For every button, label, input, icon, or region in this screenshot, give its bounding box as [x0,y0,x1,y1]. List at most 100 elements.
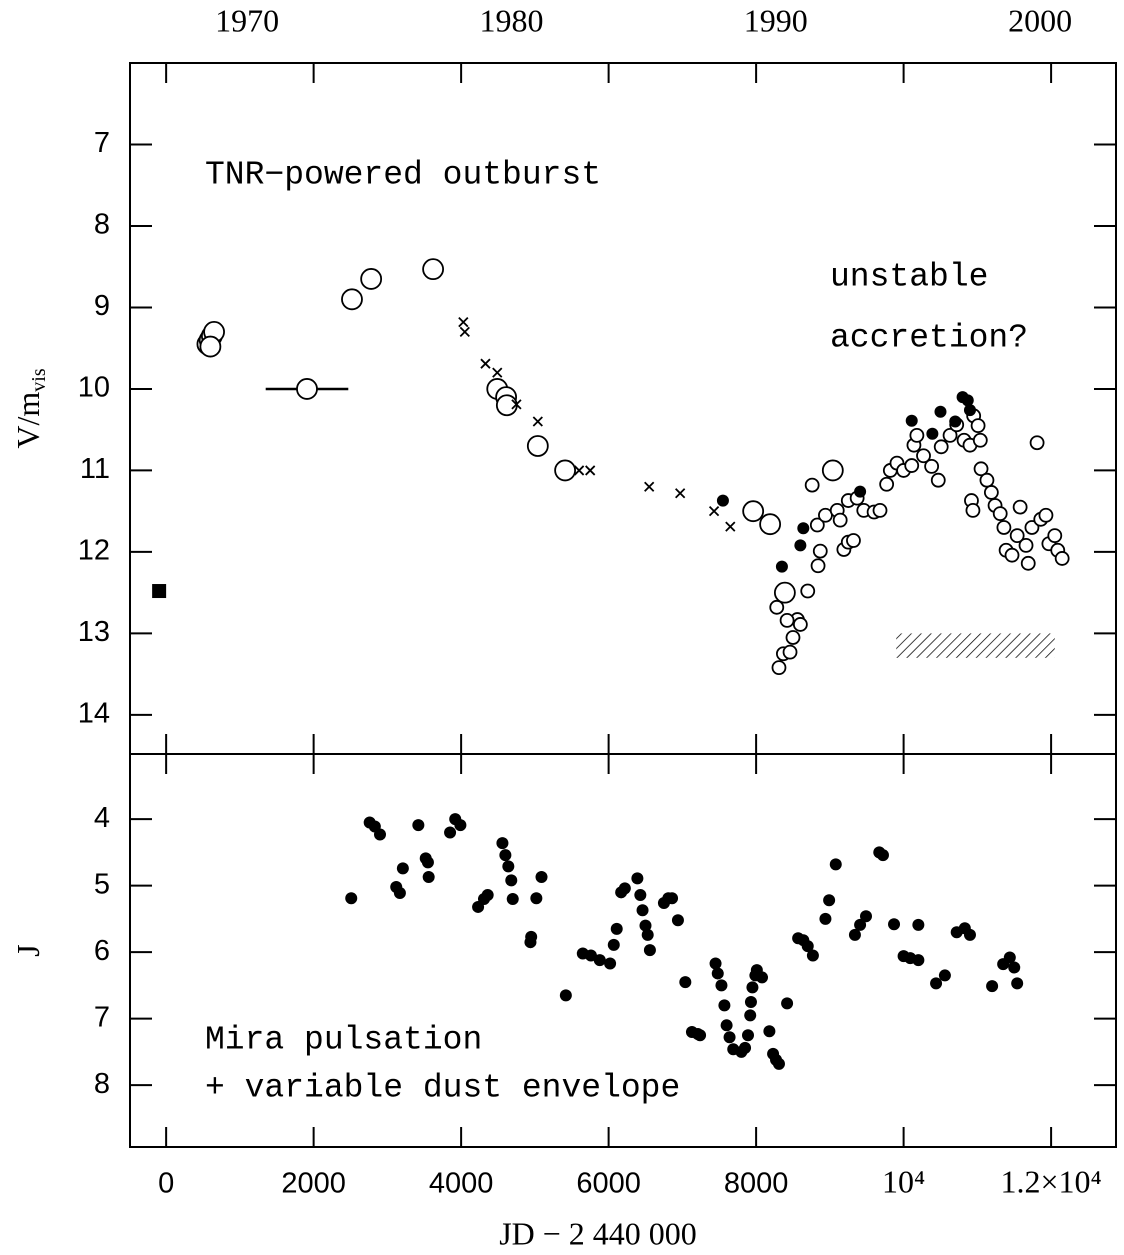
open-point [1038,507,1054,523]
x-tick-label: 1.2×10⁴ [1001,1163,1102,1199]
y-tick-label: 8 [94,1068,110,1100]
filled-point [694,1029,707,1042]
filled-point [746,981,759,994]
open-point [904,458,920,473]
filled-point [718,999,731,1012]
x-axis-label: JD − 2 440 000 [499,1215,697,1251]
filled-point [502,860,515,873]
open-point [992,506,1008,522]
filled-point [806,949,819,962]
x-tick-label: 2000 [281,1168,346,1200]
filled-point [505,874,518,887]
open-point [422,258,445,281]
filled-point [739,1041,752,1054]
filled-point [781,997,794,1010]
filled-point [926,427,939,440]
annotation: TNR−powered outburst [205,157,601,194]
filled-point [797,522,810,535]
open-point [360,268,383,290]
filled-point [715,979,728,992]
y-axis-label-main: V/m [10,392,46,449]
filled-point [744,1009,757,1022]
filled-point [396,862,409,875]
filled-point [963,928,976,941]
y-axis-label: V/mvis [10,368,49,448]
open-point [773,581,796,604]
x2-tick-label: 1980 [479,2,543,38]
filled-point [963,404,976,417]
open-point [1020,555,1036,571]
filled-point [720,1019,733,1032]
filled-point [666,892,679,905]
open-point [804,477,820,493]
open-point [872,502,888,518]
open-point [1018,537,1034,553]
y-tick-label: 13 [78,616,110,648]
open-point [942,427,958,443]
annotation: unstable [830,259,988,296]
cross-point [725,521,736,532]
filled-point [641,928,654,941]
shaded-region [896,633,1055,658]
filled-point [888,918,901,931]
filled-point [454,819,467,832]
open-point [759,513,782,536]
open-point [924,458,940,474]
open-point [1047,528,1063,544]
filled-point [506,892,519,905]
open-point [1009,528,1025,544]
cross-point [644,481,655,492]
filled-point [535,871,548,884]
open-point [983,485,999,500]
filled-point [912,918,925,931]
open-point [554,459,577,482]
open-point [879,476,895,492]
y-tick-label: 7 [94,127,110,159]
filled-point [636,904,649,917]
cross-point [585,465,596,476]
x-tick-label: 0 [158,1168,174,1200]
filled-point [525,930,538,943]
open-point [979,472,995,488]
x-tick-label: 10⁴ [882,1163,925,1199]
filled-point [607,938,620,951]
filled-point [496,837,509,850]
filled-point [763,1025,776,1038]
y-tick-label: 10 [78,372,110,404]
filled-point [876,849,889,862]
filled-point [634,888,647,901]
cross-point [458,316,469,328]
open-point [973,461,989,477]
y-tick-label: 12 [78,535,110,567]
filled-point [723,1031,736,1044]
filled-point [905,414,918,427]
y-tick-label: 11 [80,453,110,485]
cross-point [511,399,522,410]
filled-point [559,989,572,1002]
cross-point [532,416,543,427]
open-point [809,517,825,533]
filled-point [584,949,597,962]
filled-point [938,969,951,982]
filled-point [711,967,724,980]
filled-point [829,858,842,871]
x-tick-label: 4000 [429,1168,494,1200]
filled-point [618,882,631,895]
filled-point [412,819,425,832]
open-point [296,378,318,400]
filled-point [854,485,867,498]
filled-point [374,828,387,841]
filled-point [593,954,606,967]
y-tick-label: 9 [94,290,110,322]
open-point [779,612,795,628]
y-axis-label-sub: vis [28,368,50,392]
filled-point [756,971,769,984]
filled-point [610,922,623,935]
y-tick-label: 6 [94,935,110,967]
filled-point [444,826,457,839]
filled-point [631,872,644,885]
filled-point [716,494,729,507]
open-point [785,630,801,645]
x2-tick-label: 1990 [744,2,808,38]
